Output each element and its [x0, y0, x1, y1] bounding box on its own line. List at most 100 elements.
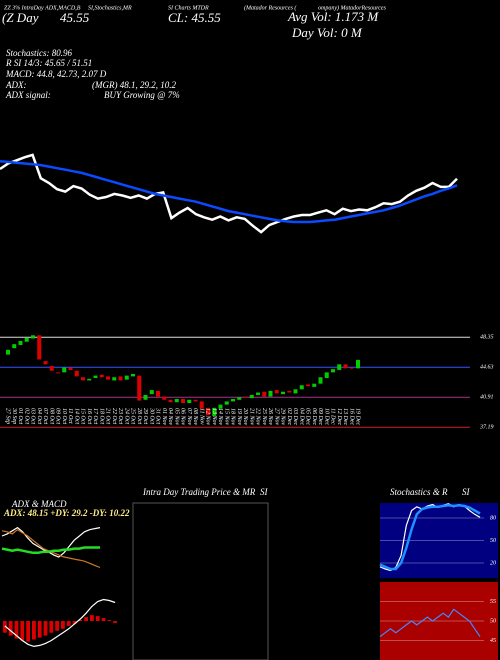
candle-body [143, 394, 148, 400]
candle-body [324, 372, 329, 379]
x-tick-label: 14 Nov [217, 408, 224, 426]
bar [49, 621, 54, 633]
x-tick-label: 29 Oct [142, 408, 148, 424]
day-volume: Day Vol: 0 M [291, 25, 363, 40]
candle-body [218, 404, 223, 409]
x-tick-label: 28 Oct [136, 408, 142, 424]
panel-title: SI [260, 487, 269, 497]
x-tick-label: 19 Dec [355, 408, 361, 425]
x-tick-label: 12 Nov [205, 408, 211, 426]
adx-signal: ADX signal: [5, 90, 51, 100]
adx-text: ADX: [5, 80, 27, 90]
x-tick-label: 01 Oct [17, 408, 23, 424]
candle-body [137, 375, 142, 401]
x-tick-label: 16 Dec [348, 408, 354, 425]
adx-signal-value: BUY Growing @ 7% [104, 90, 180, 100]
candle-body [87, 378, 92, 381]
candle-body [243, 396, 248, 398]
x-tick-label: 27 Sep [5, 408, 11, 424]
bar [32, 621, 36, 640]
y-tick-label: 50 [490, 538, 496, 544]
series-line [4, 598, 116, 648]
candle-body [256, 392, 260, 395]
candle-body [306, 384, 310, 387]
panel-title: Intra Day Trading Price & MR [142, 487, 256, 497]
bar [66, 621, 71, 626]
candle-body [318, 377, 323, 384]
x-tick-label: 10 Oct [61, 408, 67, 424]
x-tick-label: 21 Nov [248, 408, 254, 426]
candle-body [312, 383, 317, 387]
x-tick-label: 26 Nov [267, 408, 273, 426]
series-line [379, 504, 481, 571]
adx-values: (MGR) 48.1, 29.2, 10.2 [92, 80, 176, 90]
candle-body [131, 373, 135, 377]
candle-body [49, 365, 54, 371]
candle-body [193, 399, 198, 402]
macd-text: MACD: 44.8, 42.73, 2.07 D [5, 69, 107, 79]
x-tick-label: 18 Oct [98, 408, 104, 424]
candle-body [99, 374, 104, 378]
candle-body [274, 390, 279, 394]
x-tick-label: 30 Oct [148, 407, 154, 424]
series-line [379, 608, 481, 638]
x-tick-label: 11 Nov [198, 408, 204, 425]
x-tick-label: 22 Nov [255, 408, 261, 426]
x-tick-label: 11 Dec [330, 408, 336, 425]
candle-body [249, 394, 254, 399]
bar [113, 621, 117, 623]
candle-body [281, 391, 285, 395]
candle-body [343, 364, 348, 369]
panel-title: ADX & MACD [11, 499, 67, 509]
x-tick-label: 05 Nov [173, 408, 179, 426]
x-tick-label: 24 Oct [123, 408, 130, 424]
bar [72, 621, 77, 624]
bar [43, 621, 48, 636]
x-tick-label: 04 Dec [298, 408, 305, 425]
x-tick-label: 05 Dec [305, 408, 311, 425]
candle-body [212, 407, 217, 416]
candle-body [62, 367, 67, 373]
intraday-panel [132, 502, 269, 660]
x-tick-label: 31 Oct [155, 407, 161, 424]
candle-body [293, 389, 298, 394]
x-tick-label: 04 Nov [167, 408, 174, 426]
y-tick-label: 40.91 [480, 394, 494, 401]
x-tick-label: 23 Oct [117, 408, 123, 424]
candle-body [331, 369, 335, 373]
bar [107, 620, 112, 621]
x-tick-label: 30 Sep [11, 407, 17, 424]
header-text: SI Charts MTDR [168, 5, 209, 11]
avg-volume: Avg Vol: 1.173 M [287, 9, 379, 24]
x-tick-label: 20 Nov [242, 408, 248, 426]
bar [37, 621, 42, 638]
panel-label: ADX: 48.15 +DY: 29.2 -DY: 10.22 [3, 508, 130, 518]
x-tick-label: 06 Dec [311, 408, 317, 425]
candle-body [262, 391, 267, 397]
x-tick-label: 02 Dec [286, 408, 292, 425]
header-text: CL: 45.55 [168, 10, 221, 25]
bar [55, 621, 59, 631]
candle-body [168, 399, 173, 403]
header-text: ZZ 3% IntraDay ADX,MACD,B [4, 5, 81, 11]
rsi-text: R SI 14/3: 45.65 / 51.51 [5, 58, 92, 68]
bar [90, 615, 94, 621]
candle-body [199, 401, 204, 409]
candle-body [287, 390, 292, 393]
candle-body [124, 375, 129, 380]
x-tick-label: 08 Oct [48, 408, 54, 424]
series-line [1, 546, 100, 555]
y-tick-label: 50 [490, 618, 496, 624]
candle-body [162, 396, 167, 400]
x-tick-label: 25 Oct [130, 408, 136, 424]
candle-body [237, 397, 242, 400]
x-tick-label: 10 Dec [323, 408, 329, 425]
candle-body [181, 398, 185, 404]
bar [78, 620, 83, 621]
x-tick-label: 06 Nov [180, 408, 186, 426]
candle-body [224, 401, 229, 405]
candle-body [149, 390, 154, 395]
header-text: (Matador Resources ( [244, 4, 297, 11]
y-tick-label: 80 [490, 515, 496, 521]
